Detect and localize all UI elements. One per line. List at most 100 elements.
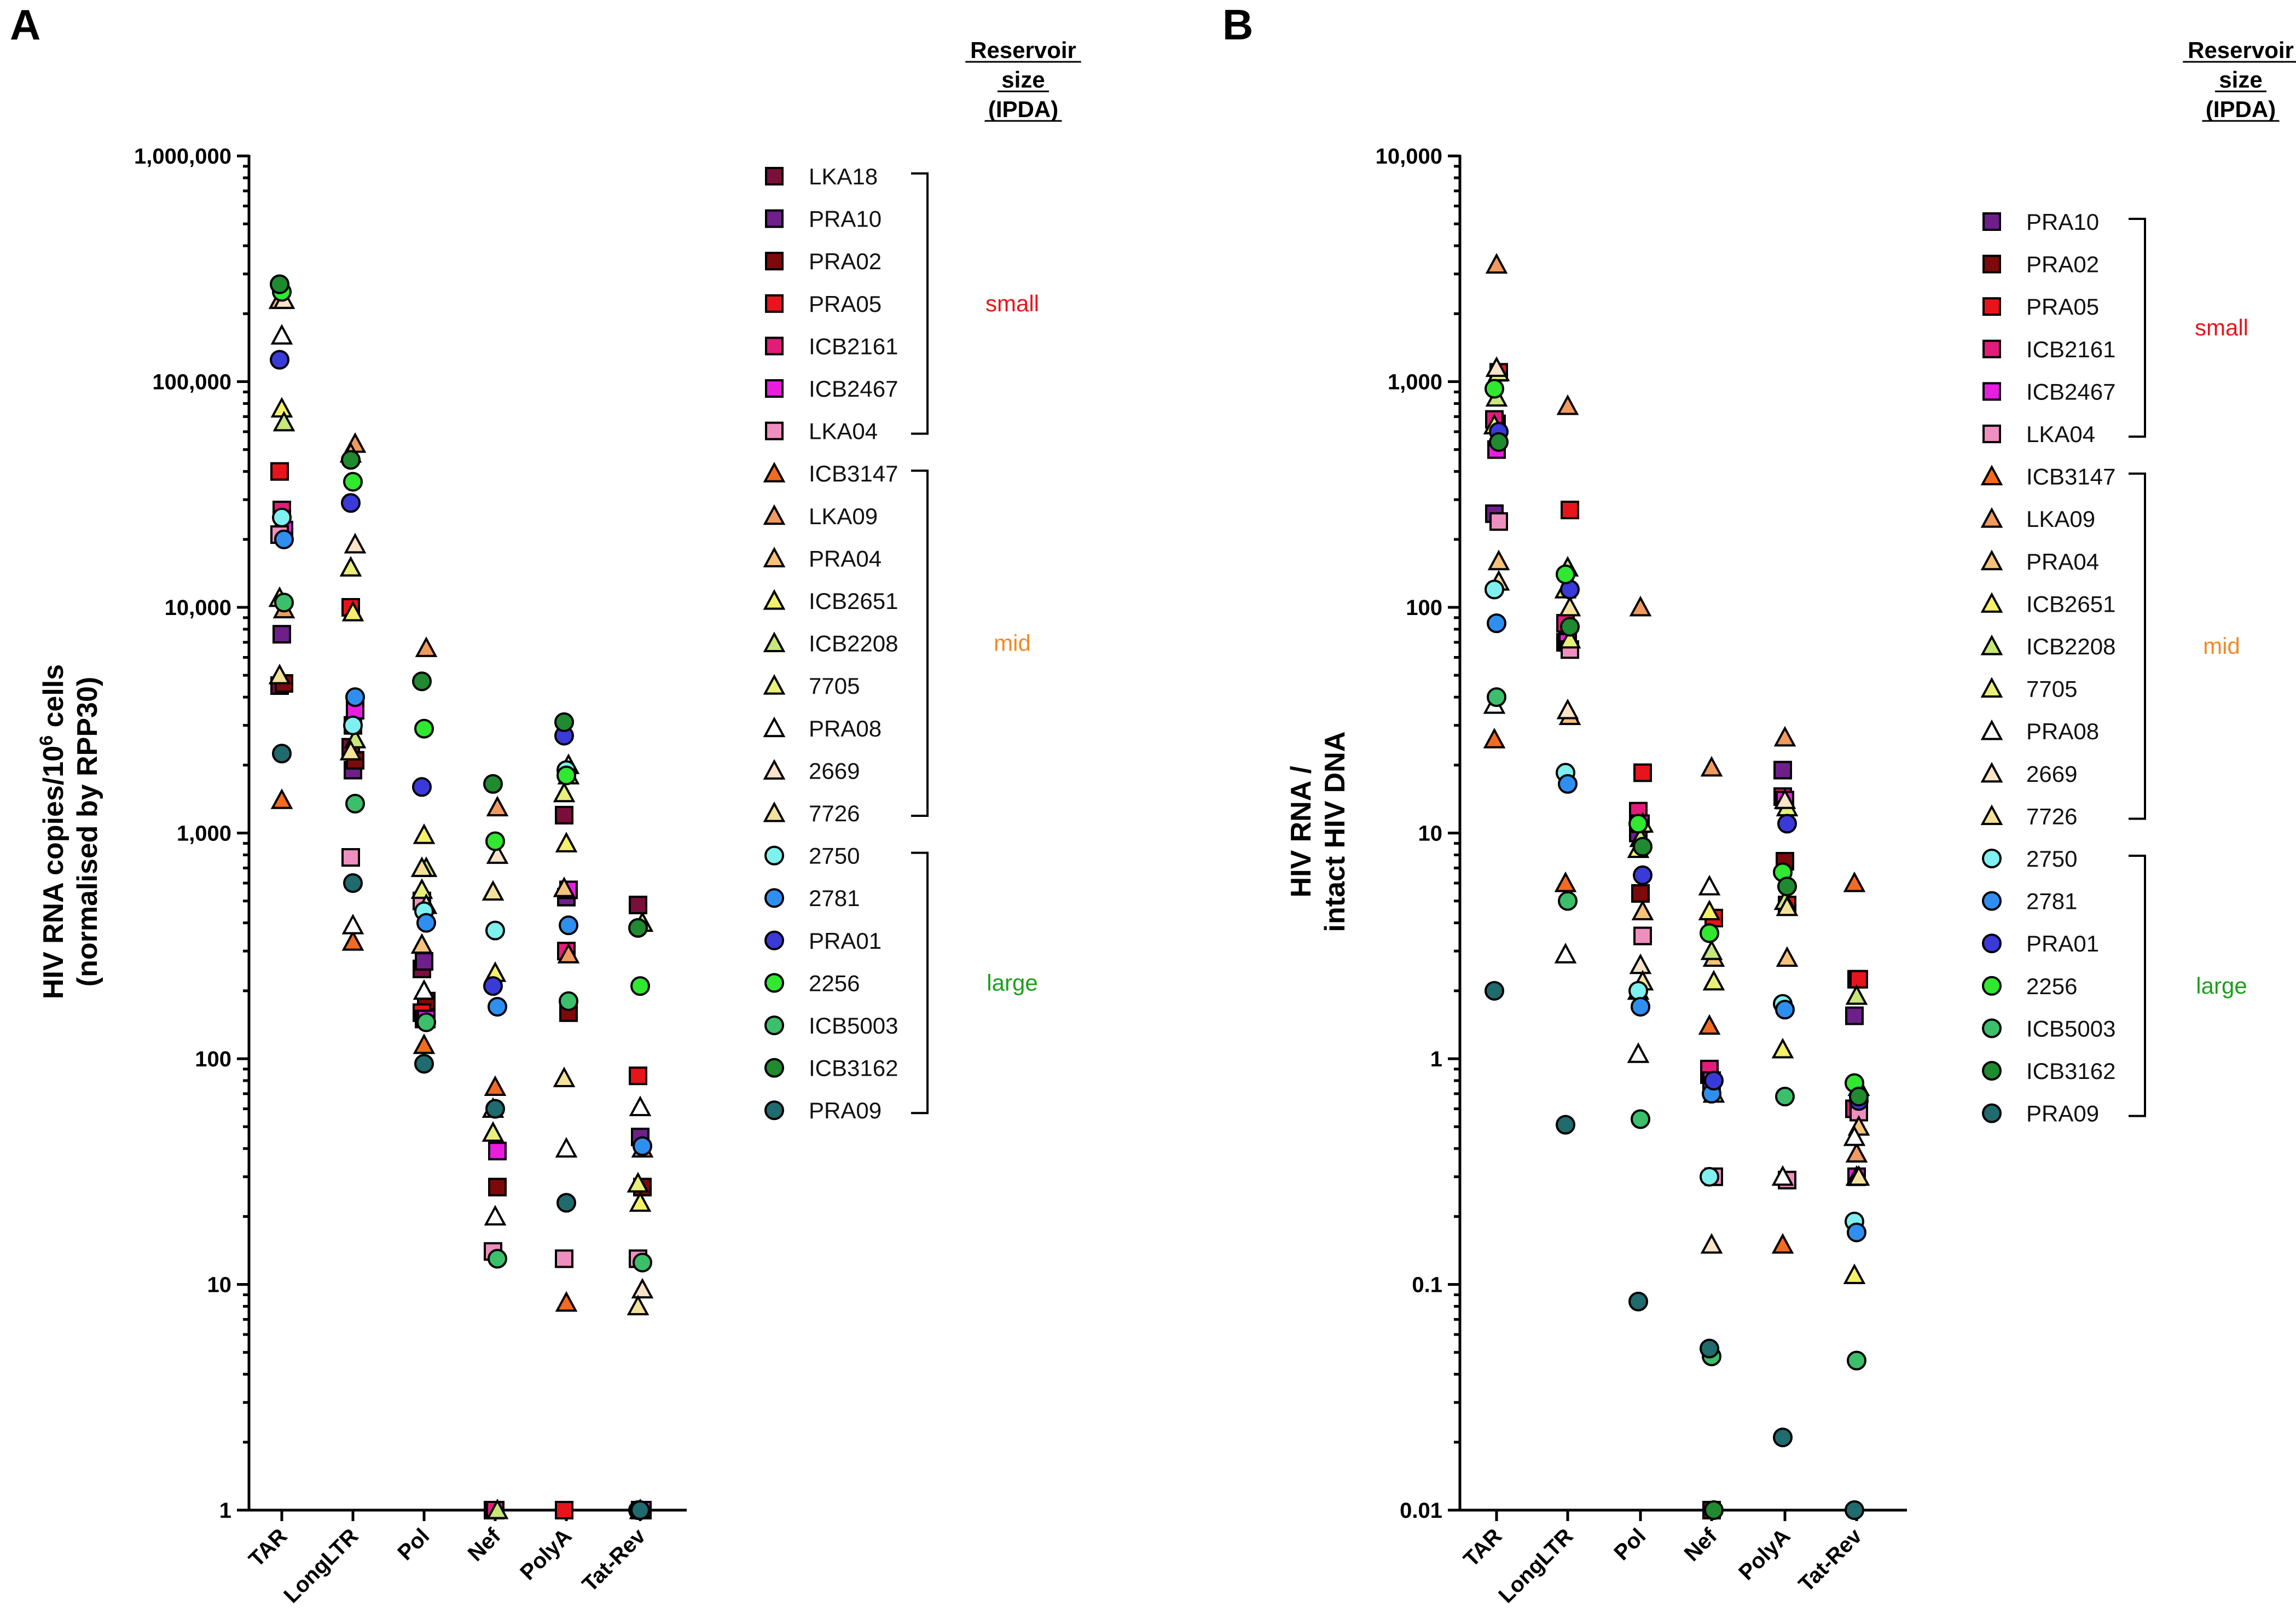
legend-marker: [1982, 849, 2002, 868]
data-point: [488, 1141, 507, 1161]
data-point: [415, 636, 438, 657]
legend-label: ICB2161: [2026, 336, 2115, 362]
data-point: [274, 593, 294, 613]
legend-label: LKA09: [2026, 506, 2095, 532]
group-label: small: [2195, 315, 2248, 340]
legend-marker: [1980, 719, 2003, 740]
legend-marker: [763, 547, 786, 567]
data-point: [1629, 953, 1652, 974]
data-point: [1847, 1165, 1870, 1186]
legend-marker: [765, 209, 784, 228]
data-point: [1485, 579, 1504, 600]
data-point: [1773, 1428, 1793, 1448]
data-point: [627, 1171, 650, 1193]
legend-label: PRA09: [2026, 1101, 2099, 1127]
legend-marker: [1980, 507, 2003, 528]
group-bracket: [911, 851, 929, 1115]
data-point: [1843, 1263, 1866, 1284]
legend-label: PRA04: [809, 546, 882, 571]
data-point: [488, 1177, 507, 1197]
data-point: [630, 1500, 650, 1520]
group-bracket: [911, 469, 929, 817]
y-tick-label: 10,000: [1376, 144, 1442, 169]
data-point: [486, 1498, 509, 1519]
legend: PRA10 PRA02 PRA05 ICB2161 ICB2467 LKA04 ICB314…: [1980, 209, 2115, 1127]
legend-marker: [764, 1058, 784, 1078]
legend-title: size: [1001, 67, 1045, 92]
data-point: [416, 1012, 436, 1032]
legend-marker: [1980, 804, 2003, 825]
data-point: [485, 920, 505, 941]
legend-label: LKA04: [809, 419, 878, 444]
legend-marker: [763, 759, 786, 780]
y-tick-label: 1,000,000: [134, 144, 231, 169]
legend-label: PRA02: [2026, 252, 2099, 277]
x-tick-label: Tat-Rev: [578, 1524, 651, 1597]
data-points: [1483, 253, 1870, 1520]
legend-label: ICB2651: [809, 588, 898, 614]
data-point: [1558, 891, 1578, 911]
legend-marker: [1980, 592, 2003, 613]
data-point: [1845, 1006, 1864, 1025]
data-point: [1847, 1350, 1866, 1371]
data-point: [1489, 432, 1509, 452]
data-point: [1704, 1500, 1724, 1520]
legend-label: ICB2651: [2026, 591, 2115, 617]
data-point: [270, 788, 293, 809]
legend-marker: [1982, 212, 2001, 231]
x-tick-label: PolyA: [515, 1524, 576, 1585]
data-point: [484, 1205, 507, 1226]
legend-label: PRA05: [809, 291, 882, 317]
data-point: [410, 878, 433, 899]
data-point: [270, 274, 289, 294]
x-tick-label: LongLTR: [1494, 1524, 1578, 1608]
legend-marker: [1982, 1018, 2002, 1038]
data-point: [1700, 1167, 1719, 1187]
data-point: [1776, 946, 1799, 967]
legend-marker: [1982, 1061, 2002, 1081]
data-point: [1849, 970, 1868, 989]
data-point: [557, 943, 580, 964]
legend-label: ICB5003: [809, 1013, 898, 1038]
x-tick-label: Pol: [393, 1524, 434, 1565]
y-tick-label: 1,000: [1388, 370, 1442, 394]
legend-label: 2669: [2026, 761, 2077, 787]
legend-marker: [1982, 382, 2001, 401]
data-point: [629, 1095, 652, 1117]
data-point: [1485, 379, 1504, 399]
legend-marker: [1982, 297, 2001, 316]
data-point: [483, 976, 503, 996]
data-point: [1631, 1109, 1650, 1129]
data-point: [343, 873, 363, 893]
legend-label: 2781: [2026, 889, 2077, 914]
data-point: [488, 996, 507, 1017]
data-point: [633, 1136, 652, 1156]
data-point: [1777, 877, 1797, 897]
data-point: [1629, 595, 1652, 617]
data-point: [270, 350, 289, 370]
legend-label: ICB2208: [2026, 634, 2115, 659]
legend-marker: [1980, 549, 2003, 571]
legend-label: PRA10: [809, 206, 882, 232]
data-point: [1485, 253, 1508, 274]
legend-marker: [765, 167, 784, 185]
legend-marker: [1980, 677, 2003, 698]
legend-label: 2669: [809, 758, 860, 784]
legend-label: ICB3147: [2026, 464, 2115, 490]
data-point: [1556, 564, 1575, 584]
data-point: [345, 793, 365, 814]
legend-label: PRA08: [809, 716, 882, 741]
legend-marker: [765, 421, 784, 440]
data-point: [1771, 1165, 1794, 1186]
data-point: [488, 1249, 507, 1269]
legend-marker: [1982, 254, 2001, 274]
data-point: [559, 915, 578, 936]
data-point: [1771, 1233, 1794, 1254]
data-point: [555, 1291, 578, 1312]
legend-marker: [1982, 891, 2002, 911]
group-label: small: [985, 291, 1039, 316]
data-point: [555, 1501, 573, 1519]
data-point: [1843, 871, 1866, 892]
data-point: [486, 843, 509, 864]
